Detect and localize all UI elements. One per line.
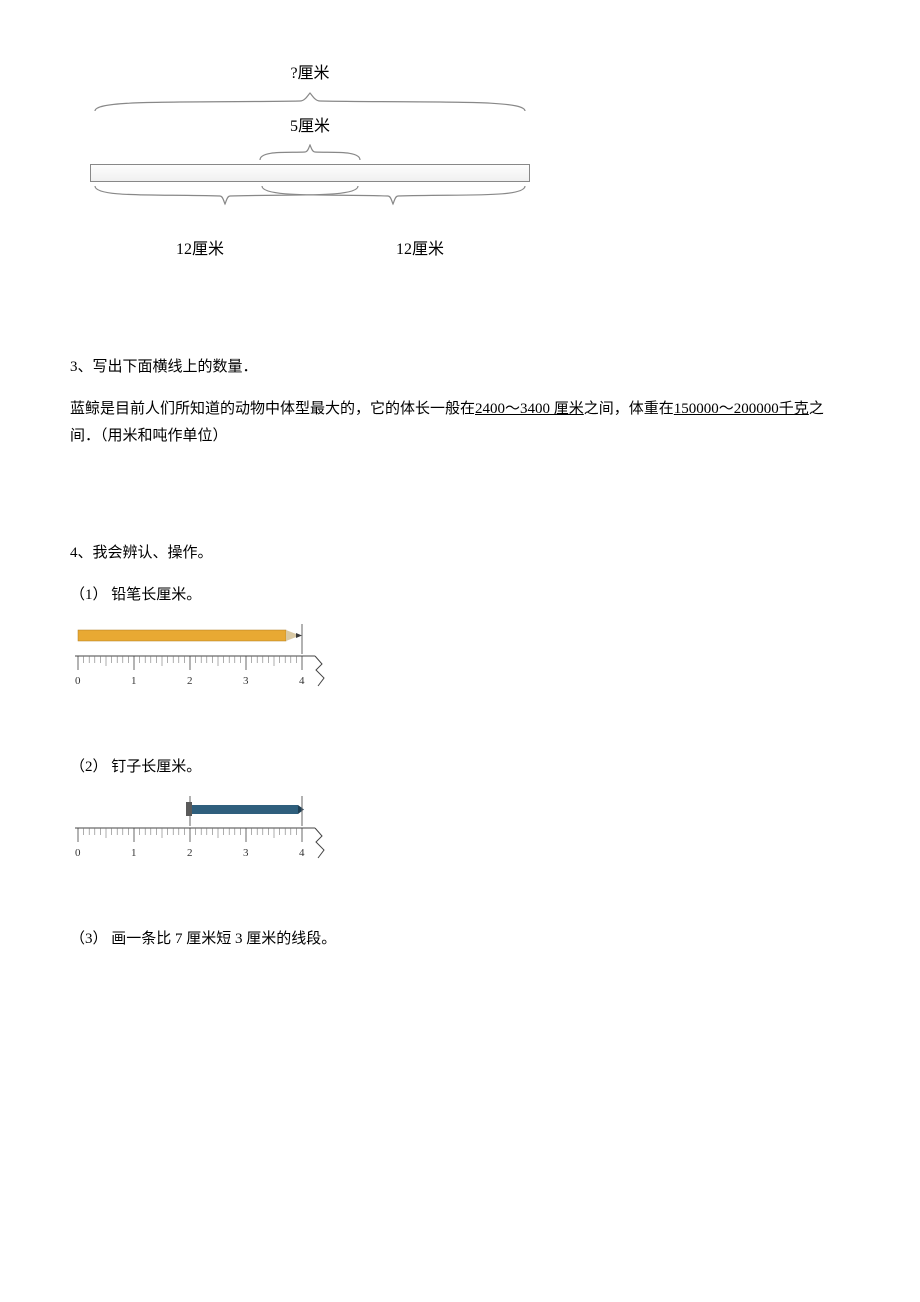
svg-text:3: 3: [243, 847, 249, 859]
q3-mid: 之间，体重在: [584, 401, 674, 417]
svg-text:4: 4: [299, 847, 305, 859]
strip-bar: [90, 164, 530, 182]
q3-weight-underline: 150000～200000千克: [674, 401, 809, 417]
pencil-ruler-figure: 0 1 2 3 4: [70, 624, 330, 704]
q3-number: 3、: [70, 359, 93, 375]
top-brace: [90, 91, 530, 113]
overlap-diagram: ?厘米 5厘米 12厘米 12厘米: [90, 60, 530, 264]
mid-brace: [90, 144, 530, 162]
q4-title: 我会辨认、操作。: [93, 545, 213, 561]
question-3: 3、写出下面横线上的数量． 蓝鲸是目前人们所知道的动物中体型最大的，它的体长一般…: [70, 354, 850, 450]
svg-text:2: 2: [187, 675, 193, 687]
q4-title-line: 4、我会辨认、操作。: [70, 540, 850, 567]
top-question-label: ?厘米: [90, 60, 530, 89]
mid-label: 5厘米: [90, 113, 530, 142]
svg-text:3: 3: [243, 675, 249, 687]
question-4: 4、我会辨认、操作。 （1） 铅笔长厘米。: [70, 540, 850, 953]
bottom-labels-row: 12厘米 12厘米: [90, 236, 530, 265]
q4-number: 4、: [70, 545, 93, 561]
q3-body: 蓝鲸是目前人们所知道的动物中体型最大的，它的体长一般在2400～3400 厘米之…: [70, 396, 850, 450]
q4-part3: （3） 画一条比 7 厘米短 3 厘米的线段。: [70, 926, 850, 953]
bottom-left-label: 12厘米: [176, 236, 224, 265]
nail-ruler-figure: 0 1 2 3 4: [70, 796, 330, 876]
bottom-right-label: 12厘米: [396, 236, 444, 265]
svg-text:0: 0: [75, 847, 81, 859]
bottom-braces: [90, 184, 530, 208]
q3-pre: 蓝鲸是目前人们所知道的动物中体型最大的，它的体长一般在: [70, 401, 475, 417]
q3-length-underline: 2400～3400 厘米: [475, 401, 584, 417]
q4-part1: （1） 铅笔长厘米。: [70, 582, 850, 609]
svg-text:2: 2: [187, 847, 193, 859]
svg-text:1: 1: [131, 675, 137, 687]
svg-text:4: 4: [299, 675, 305, 687]
q4-part2: （2） 钉子长厘米。: [70, 754, 850, 781]
q3-title-line: 3、写出下面横线上的数量．: [70, 354, 850, 381]
q3-title: 写出下面横线上的数量．: [93, 359, 258, 375]
svg-text:1: 1: [131, 847, 137, 859]
svg-text:0: 0: [75, 675, 81, 687]
